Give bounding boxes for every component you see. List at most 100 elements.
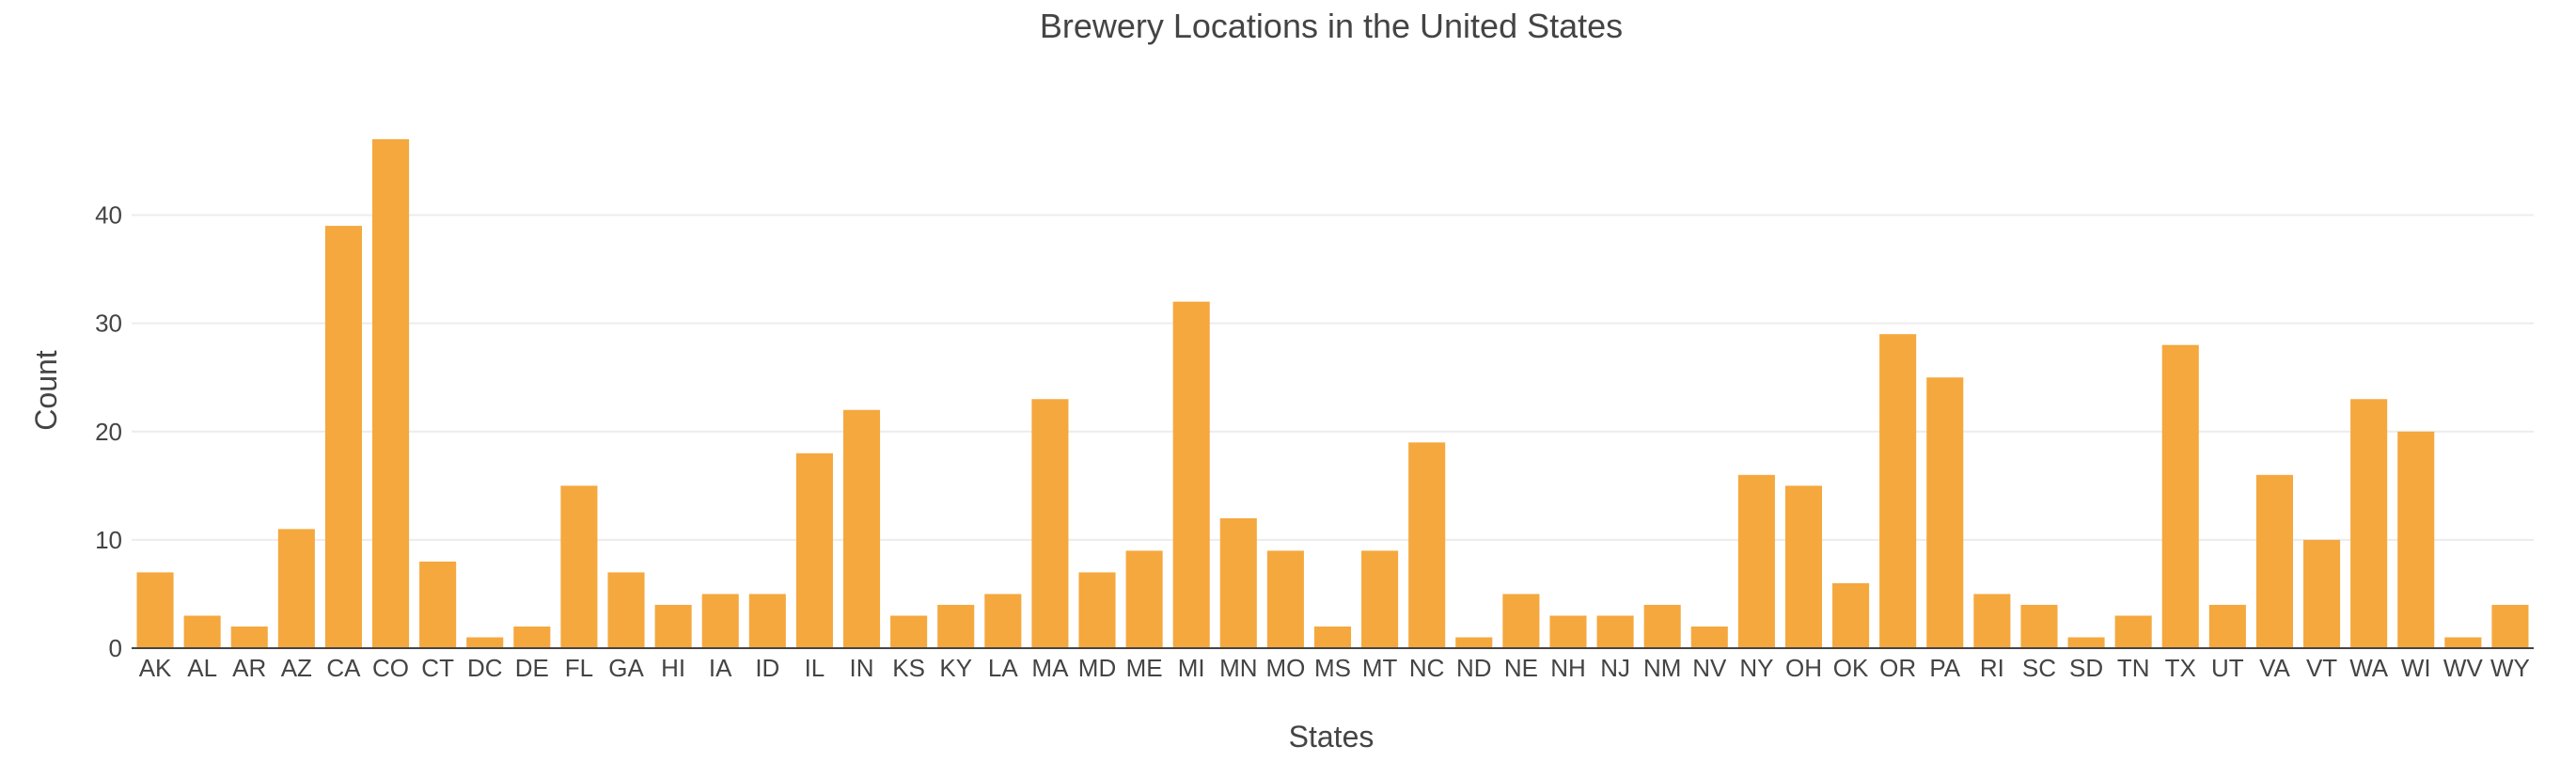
bar-tn[interactable] <box>2114 615 2152 648</box>
bar-ca[interactable] <box>324 226 362 648</box>
bar-md[interactable] <box>1078 572 1116 648</box>
bar-vt[interactable] <box>2303 539 2341 648</box>
bar-ga[interactable] <box>607 572 645 648</box>
bar-pa[interactable] <box>1926 377 1964 648</box>
x-tick-label: NE <box>1504 654 1538 682</box>
x-tick-label: MI <box>1178 654 1205 682</box>
x-tick-label: AZ <box>281 654 312 682</box>
bar-or[interactable] <box>1879 334 1917 648</box>
x-tick-label: VA <box>2259 654 2290 682</box>
x-tick-label: CO <box>372 654 409 682</box>
bar-mt[interactable] <box>1361 550 1399 648</box>
bar-nm[interactable] <box>1643 604 1681 648</box>
x-tick-label: MO <box>1265 654 1305 682</box>
bar-sc[interactable] <box>2020 604 2058 648</box>
bar-sd[interactable] <box>2067 637 2105 648</box>
x-tick-label: RI <box>1980 654 2004 682</box>
x-tick-label: AK <box>139 654 172 682</box>
bar-ri[interactable] <box>1973 594 2011 648</box>
x-tick-label: TN <box>2117 654 2150 682</box>
bar-wa[interactable] <box>2350 399 2388 648</box>
bar-nc[interactable] <box>1408 442 1446 648</box>
bar-dc[interactable] <box>466 637 504 648</box>
x-tick-label: HI <box>661 654 685 682</box>
bar-ky[interactable] <box>937 604 975 648</box>
x-tick-label: MN <box>1219 654 1257 682</box>
x-tick-label: NJ <box>1600 654 1630 682</box>
bar-fl[interactable] <box>560 485 598 648</box>
x-tick-label: DC <box>467 654 503 682</box>
bar-wi[interactable] <box>2397 431 2435 648</box>
bar-tx[interactable] <box>2161 344 2199 648</box>
bars <box>136 139 2529 648</box>
bar-ak[interactable] <box>136 572 174 648</box>
x-tick-label: TX <box>2165 654 2196 682</box>
bar-ms[interactable] <box>1313 626 1352 648</box>
bar-nd[interactable] <box>1455 637 1493 648</box>
x-tick-label: MT <box>1362 654 1398 682</box>
bar-ok[interactable] <box>1832 582 1870 648</box>
y-axis-label: Count <box>29 350 63 431</box>
bar-me[interactable] <box>1125 550 1163 648</box>
bar-wy[interactable] <box>2491 604 2529 648</box>
bar-id[interactable] <box>748 594 786 648</box>
bar-az[interactable] <box>277 529 315 648</box>
x-tick-label: UT <box>2211 654 2244 682</box>
x-tick-label: AR <box>232 654 266 682</box>
chart-title: Brewery Locations in the United States <box>1040 7 1623 45</box>
bar-mi[interactable] <box>1172 301 1210 648</box>
x-tick-label: LA <box>988 654 1018 682</box>
x-tick-label: IA <box>709 654 732 682</box>
bar-ar[interactable] <box>230 626 268 648</box>
x-tick-label: NY <box>1739 654 1773 682</box>
x-tick-label: MS <box>1314 654 1351 682</box>
bar-ne[interactable] <box>1502 594 1540 648</box>
x-axis-label: States <box>1289 720 1374 754</box>
bar-al[interactable] <box>183 615 221 648</box>
x-tick-label: KS <box>892 654 925 682</box>
bar-mn[interactable] <box>1219 517 1257 648</box>
bar-ma[interactable] <box>1031 399 1069 648</box>
y-tick-label: 40 <box>95 201 122 230</box>
x-tick-label: NM <box>1643 654 1681 682</box>
x-tick-label: IN <box>850 654 874 682</box>
bar-nj[interactable] <box>1596 615 1634 648</box>
bar-va[interactable] <box>2255 474 2293 648</box>
bar-de[interactable] <box>513 626 551 648</box>
x-tick-label: DE <box>515 654 549 682</box>
y-axis-ticks: 0 10 20 30 40 <box>95 201 122 662</box>
bar-il[interactable] <box>795 452 833 648</box>
bar-oh[interactable] <box>1784 485 1823 648</box>
bar-in[interactable] <box>842 409 881 648</box>
y-tick-label: 0 <box>109 634 122 662</box>
x-tick-label: GA <box>608 654 644 682</box>
bar-ks[interactable] <box>890 615 928 648</box>
x-tick-label: IL <box>805 654 825 682</box>
bar-mo[interactable] <box>1266 550 1304 648</box>
bar-wv[interactable] <box>2444 637 2482 648</box>
x-tick-label: OR <box>1879 654 1916 682</box>
x-tick-label: MA <box>1031 654 1069 682</box>
bar-la[interactable] <box>984 594 1022 648</box>
x-tick-label: WI <box>2401 654 2431 682</box>
bar-ut[interactable] <box>2208 604 2246 648</box>
x-tick-label: OK <box>1833 654 1869 682</box>
bar-ny[interactable] <box>1737 474 1775 648</box>
x-tick-label: CT <box>421 654 454 682</box>
x-tick-label: SC <box>2022 654 2056 682</box>
x-tick-label: CA <box>326 654 361 682</box>
y-tick-label: 30 <box>95 310 122 338</box>
x-tick-label: SD <box>2069 654 2103 682</box>
bar-nh[interactable] <box>1549 615 1587 648</box>
x-tick-label: NV <box>1692 654 1727 682</box>
grid-lines <box>132 214 2534 541</box>
x-tick-label: PA <box>1929 654 1960 682</box>
x-tick-label: ME <box>1126 654 1163 682</box>
bar-nv[interactable] <box>1690 626 1728 648</box>
bar-ia[interactable] <box>701 594 739 648</box>
x-tick-label: FL <box>565 654 593 682</box>
bar-co[interactable] <box>372 139 410 648</box>
bar-ct[interactable] <box>419 561 457 648</box>
bar-hi[interactable] <box>654 604 692 648</box>
